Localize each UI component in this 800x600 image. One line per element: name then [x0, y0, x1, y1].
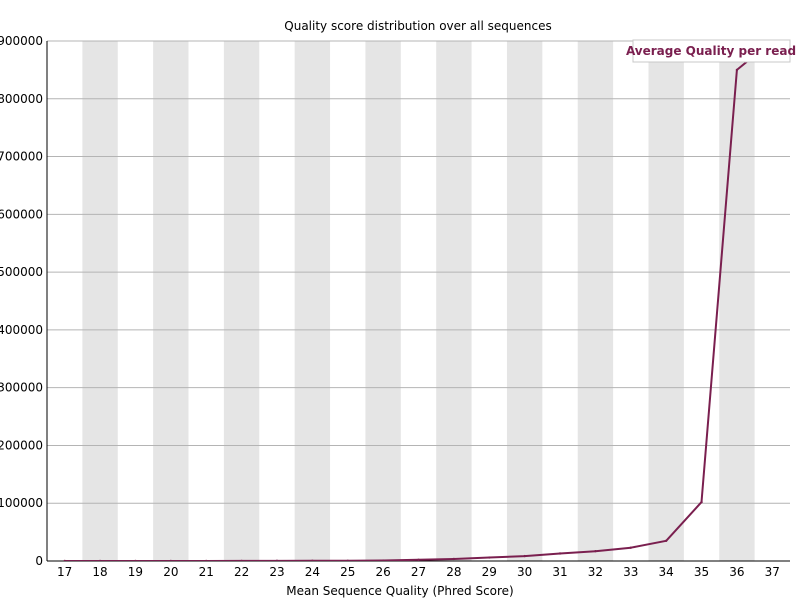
data-point-29: [488, 556, 491, 559]
data-point-24: [311, 559, 314, 561]
band-34: [648, 41, 684, 561]
x-tick-36: 36: [729, 565, 744, 579]
data-point-25: [346, 559, 349, 561]
band-24: [294, 41, 331, 561]
x-tick-34: 34: [659, 565, 674, 579]
x-tick-19: 19: [128, 565, 143, 579]
y-tick-100000: 100000: [0, 496, 43, 510]
x-tick-35: 35: [694, 565, 709, 579]
x-axis-label: Mean Sequence Quality (Phred Score): [286, 584, 514, 598]
data-point-32: [594, 549, 597, 553]
series-lines: [63, 41, 774, 561]
data-point-31: [558, 552, 562, 555]
gridlines: [47, 40, 790, 504]
x-tick-29: 29: [482, 565, 497, 579]
x-tick-23: 23: [269, 565, 284, 579]
x-tick-labels: 17 18 19 20 21 22 23 24 25 26 27 28 29 30 31 32 33 34 35 36…: [57, 565, 780, 579]
legend: Average Quality per read: [626, 39, 796, 63]
data-point-30: [523, 554, 526, 558]
x-tick-17: 17: [57, 565, 72, 579]
x-tick-24: 24: [305, 565, 320, 579]
x-tick-27: 27: [411, 565, 426, 579]
data-point-19: [134, 559, 137, 561]
band-28: [436, 41, 472, 561]
y-tick-800000: 800000: [0, 92, 43, 106]
band-26: [365, 41, 401, 561]
y-tick-400000: 400000: [0, 323, 43, 337]
legend-entry: Average Quality per read: [626, 44, 796, 58]
band-22: [223, 41, 260, 561]
data-point-17: [63, 559, 66, 561]
y-tick-0: 0: [35, 554, 43, 568]
data-point-18: [98, 559, 102, 561]
y-tick-labels: 0 100000 200000 300000 400000 500000 600000 700…: [0, 34, 43, 568]
x-tick-33: 33: [623, 565, 638, 579]
data-point-21: [205, 559, 208, 561]
data-point-28: [452, 557, 456, 561]
legend-box: [632, 39, 791, 63]
x-tick-31: 31: [552, 565, 567, 579]
y-tick-700000: 700000: [0, 150, 43, 164]
band-20: [153, 41, 189, 561]
x-tick-20: 20: [163, 565, 178, 579]
x-tick-21: 21: [199, 565, 214, 579]
x-tick-22: 22: [234, 565, 249, 579]
x-tick-28: 28: [446, 565, 461, 579]
band-32: [577, 41, 614, 561]
alternating-bands: [82, 41, 755, 561]
data-point-22: [240, 559, 243, 561]
band-18: [82, 41, 118, 561]
data-point-23: [275, 559, 279, 561]
band-30: [506, 41, 543, 561]
data-point-35: [700, 500, 703, 504]
y-tick-300000: 300000: [0, 381, 43, 395]
y-tick-900000: 900000: [0, 34, 43, 48]
y-tick-200000: 200000: [0, 438, 43, 452]
data-point-20: [169, 559, 173, 561]
data-point-27: [417, 558, 420, 561]
x-tick-26: 26: [375, 565, 390, 579]
band-36: [719, 41, 755, 561]
data-point-33: [629, 546, 632, 549]
x-tick-30: 30: [517, 565, 532, 579]
data-point-34: [664, 539, 668, 542]
x-tick-37: 37: [765, 565, 780, 579]
x-tick-25: 25: [340, 565, 355, 579]
x-tick-18: 18: [92, 565, 107, 579]
data-point-36: [735, 68, 739, 72]
y-tick-600000: 600000: [0, 207, 43, 221]
x-tick-32: 32: [588, 565, 603, 579]
chart-title: Quality score distribution over all sequ…: [284, 19, 551, 33]
data-point-26: [381, 559, 385, 561]
y-tick-500000: 500000: [0, 265, 43, 279]
